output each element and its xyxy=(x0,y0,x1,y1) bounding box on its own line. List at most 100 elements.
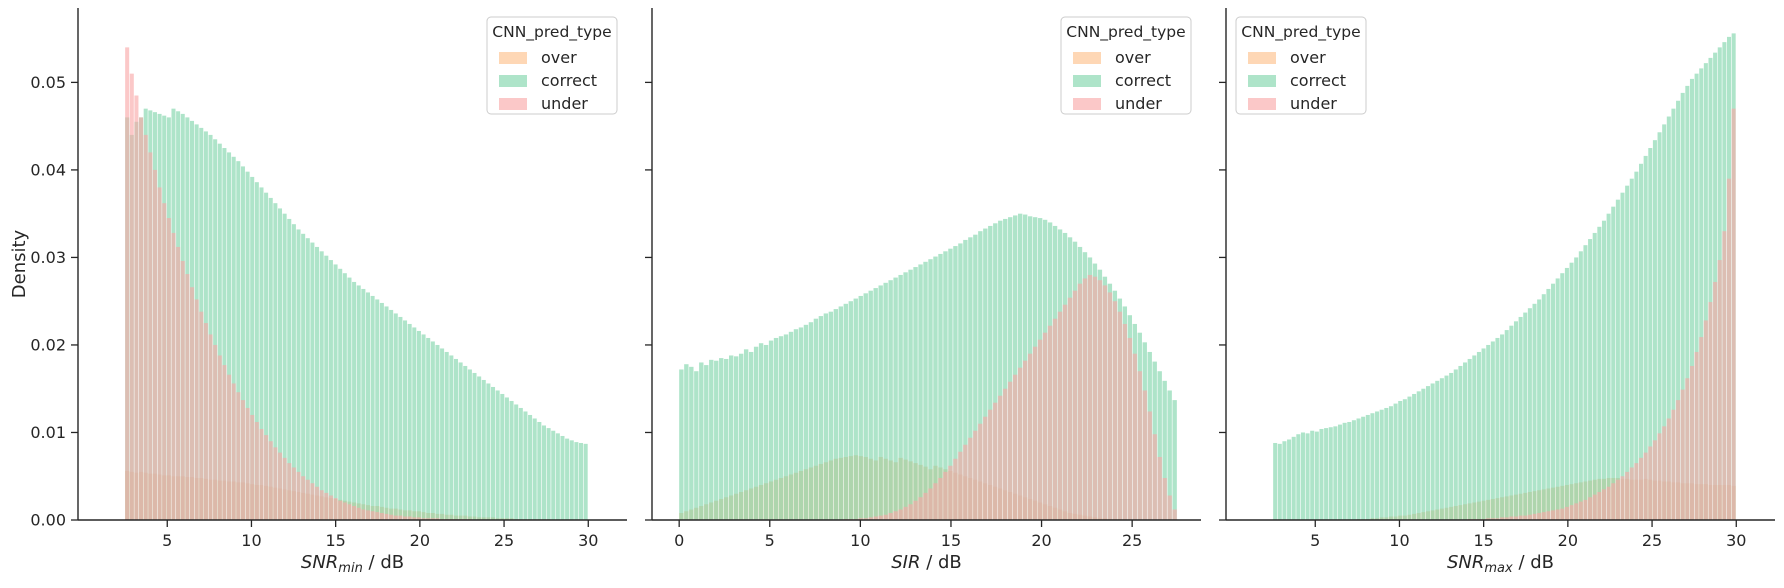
x-axis-label-unit: / dB xyxy=(920,552,961,573)
bar-correct xyxy=(943,251,948,520)
bar-correct xyxy=(1277,443,1282,520)
bar-correct xyxy=(453,358,458,520)
bar-correct xyxy=(444,351,449,520)
bar-under xyxy=(319,490,324,520)
bar-correct xyxy=(808,322,814,520)
bar-under xyxy=(1537,513,1542,520)
bar-under xyxy=(273,447,278,520)
bar-correct xyxy=(928,259,933,520)
bar-correct xyxy=(873,288,878,520)
bar-under xyxy=(277,452,283,520)
bar-correct xyxy=(1328,427,1333,520)
bar-correct xyxy=(883,282,888,520)
bar-under xyxy=(1107,292,1113,520)
bar-under xyxy=(1527,514,1532,520)
bar-correct xyxy=(1351,420,1356,520)
bar-correct xyxy=(1564,267,1569,520)
bar-under xyxy=(1486,518,1491,520)
bar-under xyxy=(1625,471,1630,520)
bar-correct xyxy=(1003,218,1008,520)
series-under xyxy=(1467,108,1736,521)
bar-under xyxy=(1541,512,1546,520)
x-axis-label-subscript: max xyxy=(1484,561,1513,576)
bar-correct xyxy=(301,233,306,520)
bar-correct xyxy=(963,239,968,520)
bar-under xyxy=(162,203,167,521)
bar-under xyxy=(389,514,394,520)
y-tick-label: 0.02 xyxy=(30,335,66,354)
bar-under xyxy=(1648,446,1653,520)
bar-correct xyxy=(1291,436,1296,520)
bar-correct xyxy=(898,274,903,520)
series-under xyxy=(843,274,1177,520)
bar-correct xyxy=(273,203,278,521)
bar-correct xyxy=(998,220,1003,520)
bar-under xyxy=(347,504,352,520)
bar-correct xyxy=(888,280,893,520)
bar-under xyxy=(1629,467,1634,520)
bar-correct xyxy=(379,302,384,520)
bar-correct xyxy=(1398,400,1403,520)
bar-under xyxy=(988,409,993,520)
x-tick-label: 10 xyxy=(850,531,870,550)
bar-under xyxy=(873,516,878,520)
bar-under xyxy=(1643,452,1648,520)
bar-correct xyxy=(813,318,819,520)
bar-correct xyxy=(245,171,250,520)
y-tick-label: 0.01 xyxy=(30,423,66,442)
bar-under xyxy=(315,486,320,520)
bar-under xyxy=(152,169,157,520)
bar-under xyxy=(1504,517,1509,520)
bar-under xyxy=(398,515,403,520)
bar-correct xyxy=(709,359,714,520)
bar-correct xyxy=(416,330,421,520)
bar-correct xyxy=(788,331,794,520)
bar-under xyxy=(1601,489,1606,520)
legend-swatch-over xyxy=(1248,52,1276,64)
bar-under xyxy=(948,465,953,520)
bar-correct xyxy=(1384,407,1389,520)
legend-swatch-correct xyxy=(1073,75,1101,87)
bar-under xyxy=(908,504,913,520)
bar-under xyxy=(903,506,908,520)
bar-correct xyxy=(1310,430,1315,520)
bar-under xyxy=(384,513,389,520)
bar-correct xyxy=(333,264,338,520)
bar-correct xyxy=(1342,422,1347,520)
bar-correct xyxy=(504,397,509,520)
bar-under xyxy=(1082,278,1088,520)
bar-correct xyxy=(1172,400,1177,520)
y-axis-label: Density xyxy=(9,229,30,298)
bar-correct xyxy=(1708,57,1713,520)
bar-correct xyxy=(477,376,482,520)
bar-under xyxy=(189,287,195,520)
bar-correct xyxy=(684,364,689,520)
bar-correct xyxy=(1606,213,1611,520)
bar-correct xyxy=(1018,213,1023,520)
bar-under xyxy=(157,187,162,521)
bar-correct xyxy=(699,362,704,520)
bar-under xyxy=(1087,274,1093,520)
x-tick-label: 30 xyxy=(1726,531,1746,550)
bar-correct xyxy=(268,197,273,521)
bar-under xyxy=(356,507,361,520)
bar-correct xyxy=(389,309,394,520)
bar-correct xyxy=(375,299,380,520)
bar-under xyxy=(1717,260,1722,520)
bar-correct xyxy=(315,246,320,520)
bar-correct xyxy=(743,349,749,520)
legend-label-over: over xyxy=(1290,48,1326,67)
bar-correct xyxy=(305,238,310,520)
x-axis-label-main: SNR xyxy=(1447,552,1484,573)
bar-under xyxy=(375,512,380,520)
bar-under xyxy=(407,516,412,520)
bar-correct xyxy=(1463,362,1468,520)
legend-swatch-under xyxy=(499,98,527,110)
bar-correct xyxy=(1467,358,1472,520)
bar-under xyxy=(1037,339,1043,520)
bar-correct xyxy=(1555,278,1560,520)
bar-correct xyxy=(449,355,454,520)
bar-correct xyxy=(798,327,804,520)
bar-under xyxy=(403,516,408,520)
